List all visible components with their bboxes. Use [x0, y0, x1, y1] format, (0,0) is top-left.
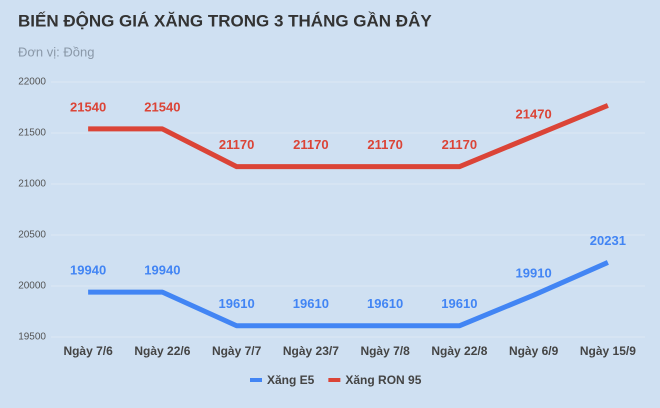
line-series [88, 260, 609, 329]
x-tick-label: Ngày 23/7 [283, 344, 339, 358]
x-tick-label: Ngày 7/7 [212, 344, 262, 358]
data-label: 21170 [219, 137, 254, 152]
data-label: 19610 [441, 296, 477, 311]
x-tick-label: Ngày 7/6 [63, 344, 113, 358]
y-tick-label: 21500 [18, 128, 46, 139]
y-tick-label: 21000 [18, 179, 46, 190]
data-label: 21540 [70, 99, 106, 114]
data-label: 19610 [219, 296, 255, 311]
x-tick-label: Ngày 6/9 [509, 344, 559, 358]
data-label: 19940 [144, 263, 180, 278]
data-label: 21170 [367, 137, 402, 152]
data-label: 19910 [516, 266, 552, 281]
data-label: 20231 [590, 233, 626, 248]
y-tick-label: 19500 [18, 332, 46, 343]
chart-title: BIẾN ĐỘNG GIÁ XĂNG TRONG 3 THÁNG GẦN ĐÂY [18, 11, 432, 30]
legend-label: Xăng E5 [267, 373, 315, 387]
data-label: 19610 [293, 296, 329, 311]
data-label: 19610 [367, 296, 403, 311]
y-tick-label: 20000 [18, 281, 46, 292]
x-tick-label: Ngày 22/6 [134, 344, 190, 358]
data-label: 19940 [70, 263, 106, 278]
line-series [88, 103, 609, 170]
x-tick-label: Ngày 22/8 [431, 344, 487, 358]
data-label: 21540 [144, 99, 180, 114]
data-label: 21170 [442, 137, 477, 152]
data-label: 21470 [516, 106, 552, 121]
x-tick-label: Ngày 7/8 [360, 344, 410, 358]
data-label: 21170 [293, 137, 328, 152]
x-tick-label: Ngày 15/9 [580, 344, 636, 358]
legend-label: Xăng RON 95 [345, 373, 421, 387]
y-tick-label: 22000 [18, 77, 46, 88]
chart-subtitle: Đơn vị: Đồng [18, 44, 94, 59]
y-tick-label: 20500 [18, 230, 46, 241]
